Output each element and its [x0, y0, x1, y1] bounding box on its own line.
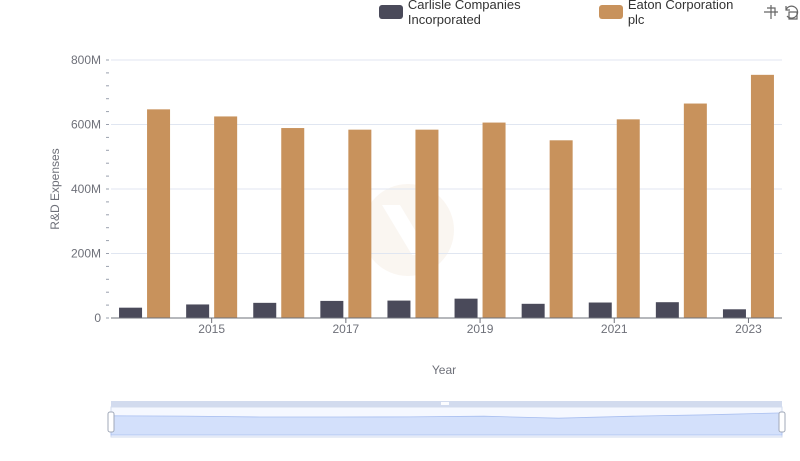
slider-right-handle[interactable]	[778, 411, 786, 433]
bar-carlisle-2017[interactable]	[320, 300, 344, 318]
y-tick-label: 400M	[71, 182, 101, 196]
bar-carlisle-2014[interactable]	[119, 307, 143, 318]
x-tick-label: 2015	[198, 322, 225, 336]
slider-preview-area	[110, 412, 783, 436]
legend-label-eaton: Eaton Corporation plc	[627, 0, 734, 27]
y-tick-label: 0	[94, 311, 101, 325]
bar-eaton-2018[interactable]	[415, 129, 439, 318]
bar-eaton-2022[interactable]	[683, 103, 707, 318]
watermark-logo	[362, 184, 454, 276]
y-tick-label: 600M	[71, 118, 101, 132]
bar-eaton-2015[interactable]	[214, 116, 238, 318]
x-tick-label: 2023	[735, 322, 762, 336]
bar-eaton-2014[interactable]	[147, 109, 171, 318]
bar-eaton-2019[interactable]	[482, 122, 506, 318]
x-tick-label: 2017	[332, 322, 359, 336]
x-tick-label: 2019	[467, 322, 494, 336]
zoom-crosshair-icon[interactable]	[762, 3, 780, 21]
bar-carlisle-2023[interactable]	[722, 309, 746, 318]
bar-carlisle-2022[interactable]	[655, 302, 679, 318]
bar-carlisle-2015[interactable]	[186, 304, 210, 318]
y-tick-label: 800M	[71, 53, 101, 67]
bar-carlisle-2020[interactable]	[521, 303, 545, 318]
bar-eaton-2017[interactable]	[348, 129, 372, 318]
legend-item-carlisle[interactable]: Carlisle Companies Incorporated	[379, 0, 589, 27]
legend: Carlisle Companies Incorporated Eaton Co…	[379, 0, 800, 27]
bar-eaton-2020[interactable]	[549, 140, 573, 318]
x-tick-labels: 2015 2017 2019 2021 2023	[198, 318, 762, 336]
y-tick-labels: 0 200M 400M 600M 800M	[71, 53, 101, 325]
zoom-reset-icon[interactable]	[782, 3, 800, 21]
x-axis-title: Year	[432, 363, 456, 377]
legend-swatch-carlisle	[379, 5, 403, 19]
toolbox	[760, 3, 800, 21]
data-zoom-slider[interactable]	[107, 401, 786, 438]
bar-eaton-2016[interactable]	[281, 128, 305, 318]
bar-carlisle-2019[interactable]	[454, 298, 478, 318]
y-axis-title: R&D Expenses	[48, 148, 62, 229]
bar-series[interactable]	[119, 74, 774, 319]
x-tick-label: 2021	[601, 322, 628, 336]
legend-label-carlisle: Carlisle Companies Incorporated	[407, 0, 521, 27]
y-tick-label: 200M	[71, 247, 101, 261]
slider-grip-icon	[441, 402, 449, 405]
bar-carlisle-2016[interactable]	[253, 302, 277, 318]
bar-carlisle-2018[interactable]	[387, 300, 411, 318]
bar-eaton-2023[interactable]	[750, 74, 774, 319]
legend-swatch-eaton	[598, 5, 623, 19]
legend-item-eaton[interactable]: Eaton Corporation plc	[598, 0, 748, 27]
slider-left-handle[interactable]	[107, 411, 115, 433]
bar-eaton-2021[interactable]	[616, 119, 640, 318]
bar-carlisle-2021[interactable]	[588, 302, 612, 318]
y-minor-ticks	[106, 59, 109, 319]
